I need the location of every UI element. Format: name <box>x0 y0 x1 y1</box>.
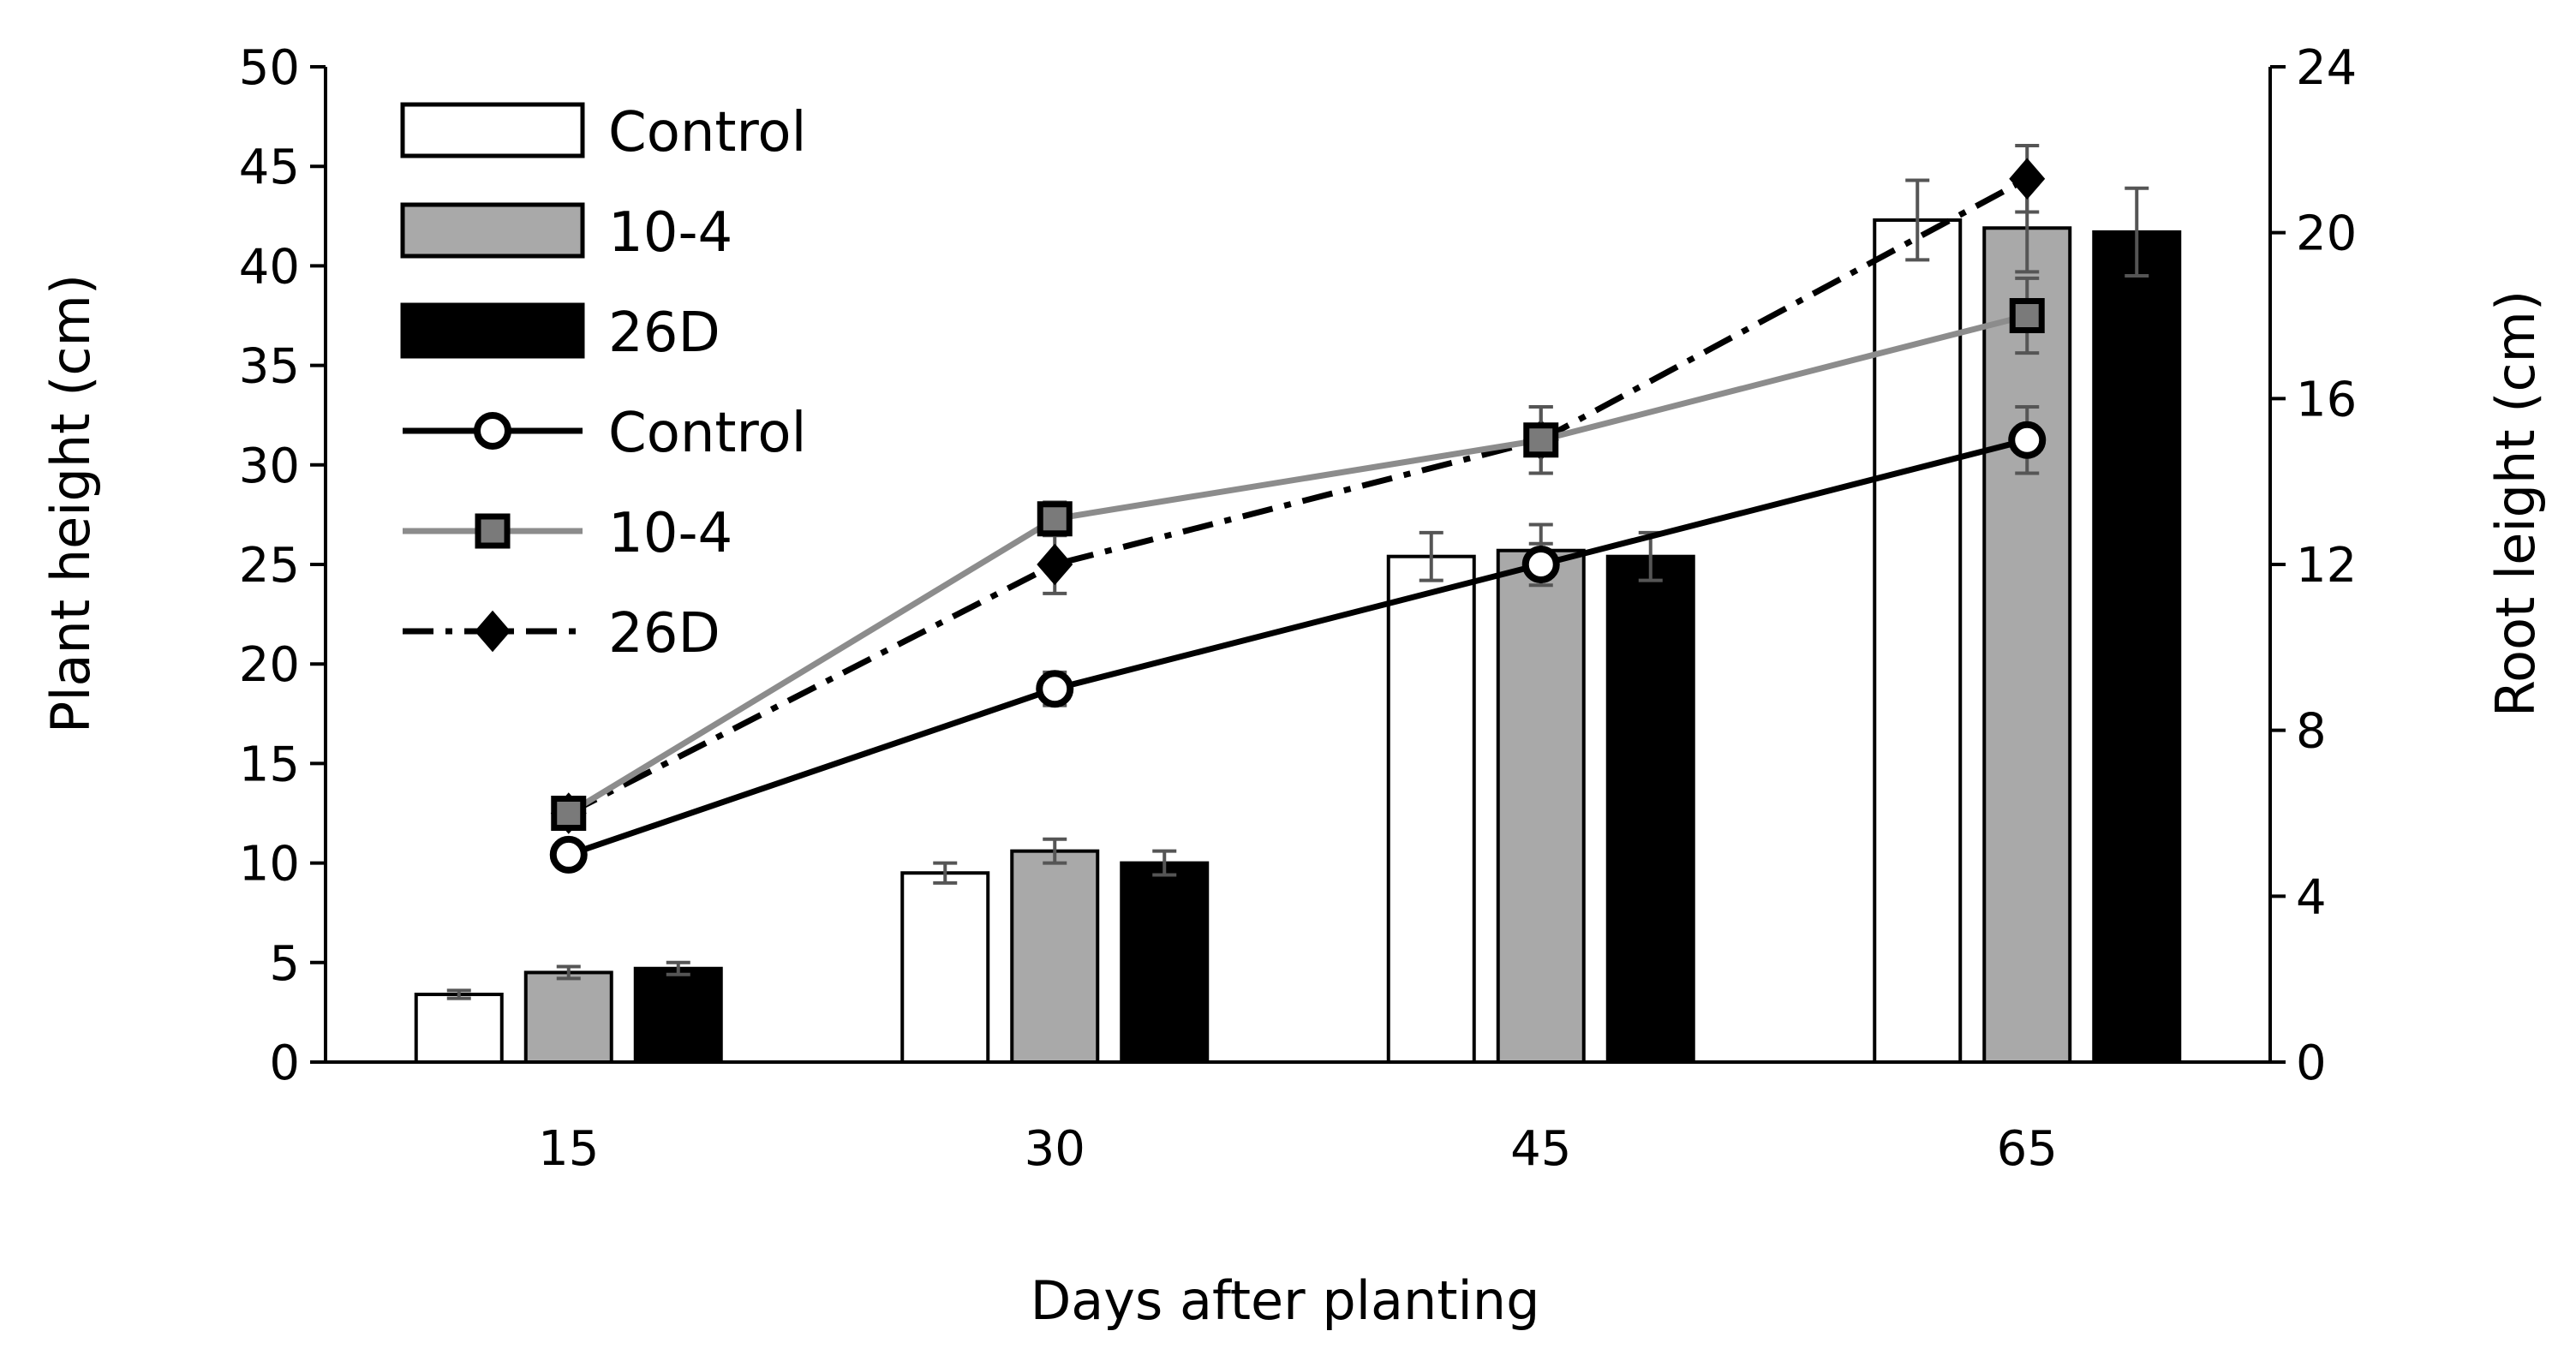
point-control-15 <box>549 835 588 874</box>
legend-item-bar-10-4: 10-4 <box>400 201 732 265</box>
line-series-26d <box>567 176 2029 816</box>
x-tick-label-65: 65 <box>1997 1121 2058 1177</box>
legend-marker-26d <box>475 610 511 653</box>
point-control-45 <box>1521 546 1560 583</box>
line-series-control <box>567 437 2029 858</box>
legend-item-bar-control: Control <box>400 101 806 164</box>
legend-item-line-26d: 26D <box>403 602 720 666</box>
axes-layer: 0 5 10 15 20 25 30 35 40 45 50 0 4 8 12 16 20 24 15 30 45 65 <box>239 40 2358 1177</box>
y-right-tick-label-24: 24 <box>2296 40 2357 96</box>
legend-label-bar-26d: 26D <box>608 301 720 365</box>
y-left-tick-label-35: 35 <box>239 339 300 395</box>
legend-swatch-bar-control <box>400 102 585 158</box>
bar-10-4-65 <box>1982 226 2072 1064</box>
y-axis-right-title: Root leight (cm) <box>2484 290 2547 717</box>
y-right-tick-label-20: 20 <box>2296 206 2357 262</box>
legend-label-line-control: Control <box>608 402 806 465</box>
legend-item-line-control: Control <box>403 402 806 465</box>
y-right-tick-label-12: 12 <box>2296 538 2357 594</box>
y-axis-left-title: Plant height (cm) <box>39 274 102 733</box>
legend-item-line-10-4: 10-4 <box>403 502 732 565</box>
point-10-4-45 <box>1523 422 1559 458</box>
y-left-tick-label-50: 50 <box>239 40 300 96</box>
legend-swatch-bar-10-4 <box>400 202 585 259</box>
legend-swatch-bar-26d <box>400 302 585 359</box>
legend-marker-10-4 <box>475 513 511 549</box>
point-10-4-30 <box>1037 501 1073 537</box>
point-26d-30 <box>1037 543 1073 586</box>
point-26d-65 <box>2009 158 2046 200</box>
legend-label-line-10-4: 10-4 <box>608 502 732 565</box>
legend-item-bar-26d: 26D <box>400 301 720 365</box>
legend-marker-control <box>474 412 511 450</box>
point-10-4-15 <box>551 796 587 831</box>
bar-26d-15 <box>633 966 723 1064</box>
bar-26d-65 <box>2092 230 2182 1064</box>
x-tick-label-45: 45 <box>1510 1121 1571 1177</box>
y-left-tick-label-25: 25 <box>239 538 300 594</box>
y-left-tick-label-0: 0 <box>269 1036 300 1091</box>
x-tick-label-15: 15 <box>538 1121 599 1177</box>
point-control-30 <box>1036 670 1074 708</box>
x-tick-label-30: 30 <box>1025 1121 1085 1177</box>
bar-control-30 <box>900 871 990 1064</box>
y-left-tick-label-15: 15 <box>239 737 300 792</box>
point-control-65 <box>2008 421 2047 459</box>
bar-10-4-15 <box>523 970 613 1065</box>
bar-control-15 <box>414 992 504 1065</box>
x-axis-title: Days after planting <box>1031 1269 1540 1332</box>
lines-layer <box>549 143 2047 874</box>
y-left-tick-label-5: 5 <box>269 936 300 992</box>
bar-10-4-45 <box>1496 548 1586 1064</box>
legend: Control 10-4 26D Control 10-4 26D <box>400 101 806 666</box>
y-left-tick-label-30: 30 <box>239 439 300 494</box>
y-left-tick-label-45: 45 <box>239 140 300 195</box>
bar-10-4-30 <box>1010 849 1100 1064</box>
y-left-tick-label-40: 40 <box>239 239 300 295</box>
y-right-tick-label-16: 16 <box>2296 372 2357 427</box>
point-10-4-65 <box>2009 298 2045 333</box>
line-series-10-4 <box>566 313 2029 816</box>
legend-label-bar-control: Control <box>608 101 806 164</box>
bars-layer <box>414 178 2182 1065</box>
bar-control-45 <box>1386 554 1476 1064</box>
bar-26d-45 <box>1605 554 1695 1064</box>
y-right-tick-label-0: 0 <box>2296 1036 2327 1091</box>
y-left-tick-label-10: 10 <box>239 837 300 892</box>
bar-26d-30 <box>1120 861 1210 1064</box>
legend-label-line-26d: 26D <box>608 602 720 666</box>
y-left-tick-label-20: 20 <box>239 637 300 693</box>
y-right-tick-label-4: 4 <box>2296 869 2327 925</box>
legend-label-bar-10-4: 10-4 <box>608 201 732 265</box>
y-right-tick-label-8: 8 <box>2296 704 2327 760</box>
